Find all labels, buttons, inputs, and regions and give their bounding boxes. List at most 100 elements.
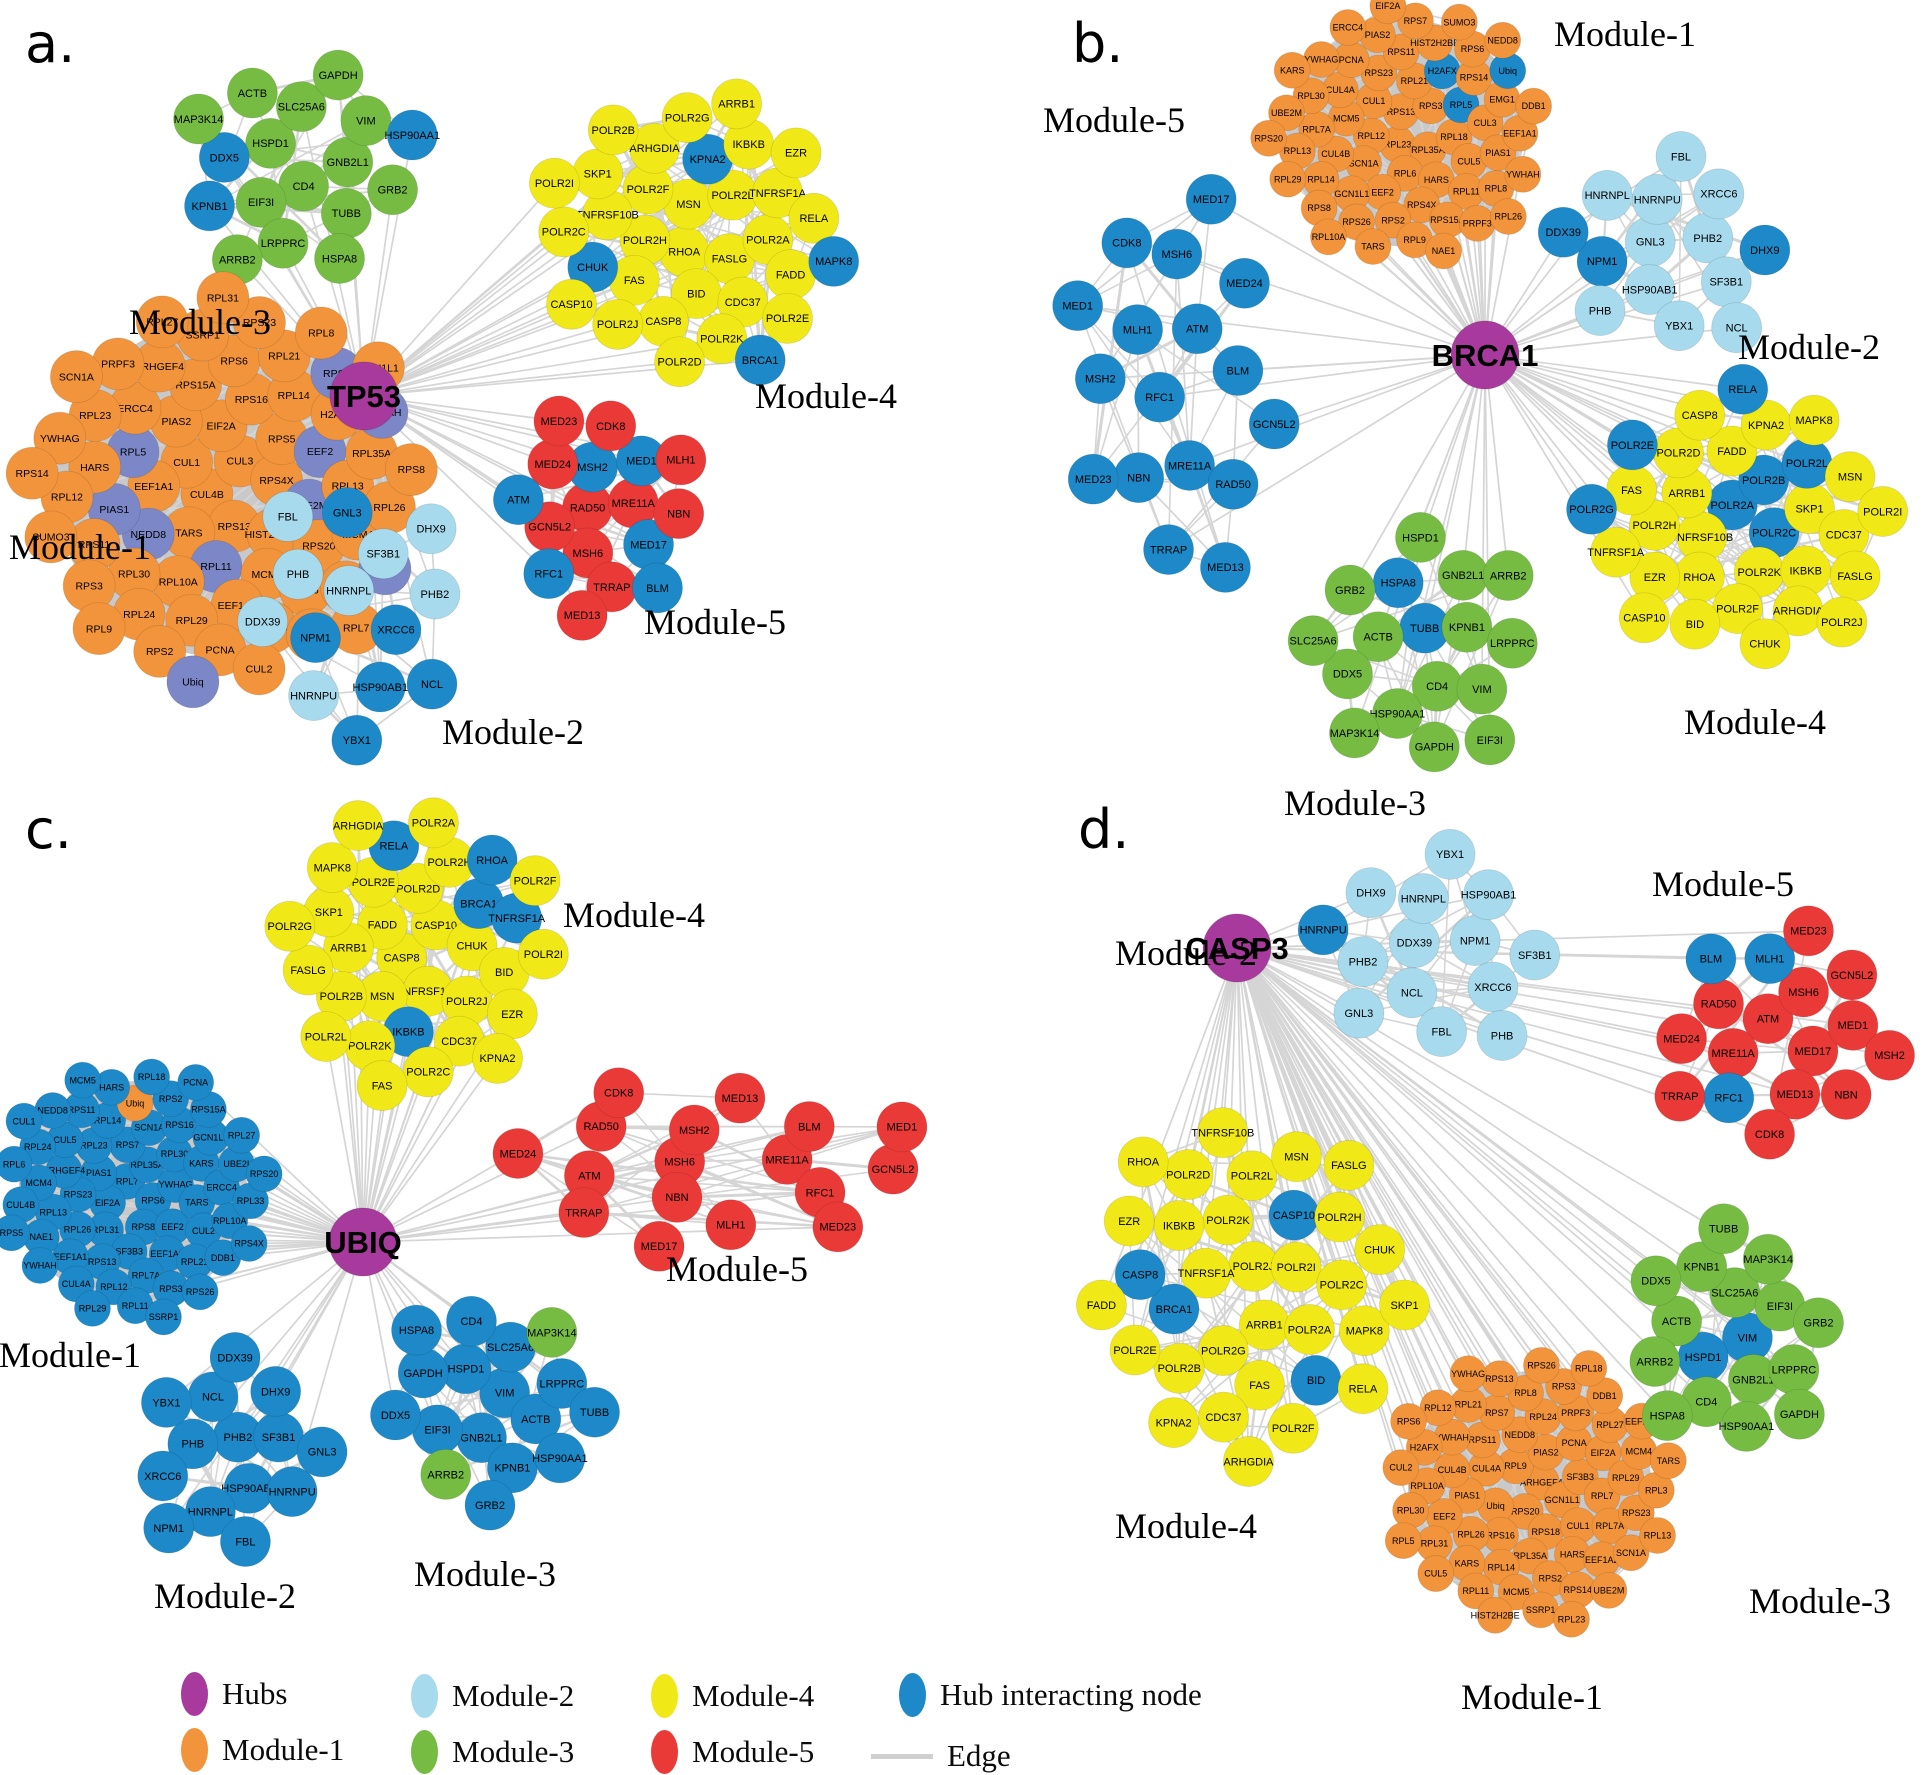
node-mlh1[interactable]: MLH1 (1112, 304, 1164, 355)
node-atm[interactable]: ATM (492, 474, 544, 526)
node-msh2[interactable]: MSH2 (1864, 1029, 1915, 1081)
node-hspd1[interactable]: HSPD1 (1395, 512, 1446, 563)
node-polr2h[interactable]: POLR2H (619, 214, 671, 266)
node-circle-polr2e[interactable] (1607, 419, 1658, 471)
node-circle-phb[interactable] (272, 548, 324, 600)
node-polr2e[interactable]: POLR2E (1607, 419, 1658, 471)
node-circle-med1[interactable] (1052, 280, 1104, 332)
node-ezr[interactable]: EZR (770, 127, 822, 179)
node-hnrnpu[interactable]: HNRNPU (288, 670, 340, 721)
node-rpl5[interactable]: RPL5 (1384, 1522, 1422, 1560)
node-circle-sumo3[interactable] (24, 510, 78, 564)
node-circle-blm[interactable] (632, 562, 683, 614)
node-circle-msh2[interactable] (1864, 1029, 1915, 1081)
node-phb2[interactable]: PHB2 (1682, 212, 1734, 264)
node-polr2g[interactable]: POLR2G (264, 900, 316, 952)
node-circle-fas[interactable] (1234, 1359, 1286, 1411)
hub-circle-tp53[interactable] (329, 361, 399, 431)
node-hsp90aa1[interactable]: HSP90AA1 (532, 1432, 588, 1484)
node-rpl10a[interactable]: RPL10A (1310, 218, 1347, 256)
node-circle-polr2k[interactable] (696, 313, 748, 365)
node-brca1[interactable]: BRCA1 (1148, 1283, 1200, 1335)
node-circle-fadd[interactable] (1076, 1279, 1127, 1331)
node-circle-lrpprc[interactable] (1486, 617, 1538, 669)
node-rpl18[interactable]: RPL18 (1570, 1350, 1608, 1387)
node-pcna[interactable]: PCNA (177, 1064, 215, 1101)
node-hspa8[interactable]: HSPA8 (391, 1304, 442, 1356)
node-slc25a6[interactable]: SLC25A6 (275, 81, 327, 133)
node-circle-mlh1[interactable] (1112, 304, 1164, 355)
node-bid[interactable]: BID (1290, 1354, 1342, 1406)
node-ikbkb[interactable]: IKBKB (383, 1006, 434, 1058)
node-circle-kpna2[interactable] (472, 1032, 523, 1084)
node-polr2l[interactable]: POLR2L (1781, 437, 1833, 489)
node-circle-med17[interactable] (1185, 173, 1237, 225)
node-circle-hnrnpl[interactable] (1398, 873, 1449, 924)
node-brca1[interactable]: BRCA1 (453, 878, 505, 930)
node-arrb2[interactable]: ARRB2 (420, 1449, 472, 1500)
node-cdc37[interactable]: CDC37 (1198, 1391, 1249, 1443)
node-phb2[interactable]: PHB2 (1337, 936, 1389, 988)
node-circle-hnrnpl[interactable] (1581, 169, 1633, 221)
node-ssrp1[interactable]: SSRP1 (1522, 1591, 1560, 1629)
node-polr2l[interactable]: POLR2L (1226, 1150, 1278, 1202)
node-circle-tnfrsf1a[interactable] (1180, 1247, 1232, 1299)
node-circle-dhx9[interactable] (405, 503, 457, 555)
node-map3k14[interactable]: MAP3K14 (526, 1307, 578, 1358)
node-rps14[interactable]: RPS14 (5, 446, 59, 500)
node-rps20[interactable]: RPS20 (245, 1155, 283, 1193)
node-circle-lrpprc[interactable] (536, 1358, 588, 1409)
node-bid[interactable]: BID (1669, 598, 1721, 650)
node-rpl7[interactable]: RPL7 (329, 601, 383, 655)
node-circle-ddx5[interactable] (370, 1389, 421, 1441)
node-circle-xrcc6[interactable] (370, 604, 422, 656)
node-circle-slc25a6[interactable] (275, 81, 327, 133)
node-mlh1[interactable]: MLH1 (705, 1199, 757, 1251)
node-polr2k[interactable]: POLR2K (344, 1020, 396, 1072)
node-rpl30[interactable]: RPL30 (1392, 1491, 1430, 1529)
node-rela[interactable]: RELA (1717, 363, 1769, 415)
node-circle-mapk8[interactable] (1338, 1305, 1390, 1357)
node-circle-ybx1[interactable] (331, 714, 383, 766)
node-msh2[interactable]: MSH2 (567, 441, 618, 493)
node-circle-mapk8[interactable] (306, 842, 358, 893)
node-med1[interactable]: MED1 (1827, 999, 1879, 1051)
node-rpl27[interactable]: RPL27 (223, 1116, 261, 1154)
node-cdk8[interactable]: CDK8 (1101, 217, 1153, 269)
node-nae1[interactable]: NAE1 (1425, 232, 1462, 270)
node-circle-polr2f[interactable] (1267, 1402, 1319, 1454)
node-circle-hnrnpu[interactable] (1631, 174, 1683, 225)
node-med24[interactable]: MED24 (492, 1128, 544, 1179)
node-polr2f[interactable]: POLR2F (622, 163, 674, 215)
node-polr2i[interactable]: POLR2I (1857, 486, 1909, 537)
node-map3k14[interactable]: MAP3K14 (1742, 1233, 1794, 1285)
node-rpl29[interactable]: RPL29 (74, 1290, 111, 1327)
node-polr2h[interactable]: POLR2H (1629, 499, 1680, 551)
node-circle-phb[interactable] (167, 1418, 219, 1470)
node-circle-rpl29[interactable] (74, 1290, 111, 1327)
node-ddx5[interactable]: DDX5 (1322, 648, 1373, 700)
node-rpl18[interactable]: RPL18 (133, 1058, 171, 1096)
node-arhgdia[interactable]: ARHGDIA (629, 122, 680, 174)
node-circle-hnrnpl[interactable] (323, 565, 375, 616)
node-msh6[interactable]: MSH6 (1778, 966, 1829, 1018)
node-circle-polr2g[interactable] (264, 900, 316, 952)
node-circle-dhx9[interactable] (250, 1366, 302, 1417)
node-circle-chuk[interactable] (1354, 1224, 1406, 1276)
node-circle-arhgdia[interactable] (332, 800, 384, 851)
node-circle-rhoa[interactable] (466, 834, 518, 886)
node-nbn[interactable]: NBN (1113, 452, 1165, 504)
node-rps3[interactable]: RPS3 (62, 559, 116, 613)
node-msh2[interactable]: MSH2 (668, 1104, 720, 1156)
node-circle-fas[interactable] (356, 1060, 408, 1111)
node-circle-polr2i[interactable] (529, 157, 580, 209)
node-med1[interactable]: MED1 (876, 1101, 928, 1153)
node-polr2i[interactable]: POLR2I (1270, 1241, 1322, 1293)
node-rpl6[interactable]: RPL6 (0, 1145, 33, 1183)
node-circle-cd4[interactable] (446, 1295, 497, 1347)
node-circle-blm[interactable] (1685, 933, 1737, 985)
node-ddx39[interactable]: DDX39 (1388, 917, 1440, 969)
node-prpf3[interactable]: PRPF3 (1458, 205, 1496, 242)
node-arrb1[interactable]: ARRB1 (1661, 467, 1713, 519)
node-circle-rpl11[interactable] (1457, 1572, 1495, 1610)
